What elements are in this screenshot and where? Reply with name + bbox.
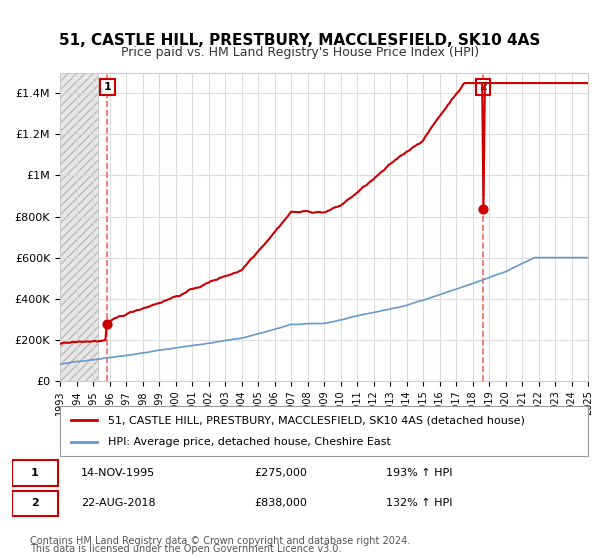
Text: 51, CASTLE HILL, PRESTBURY, MACCLESFIELD, SK10 4AS (detached house): 51, CASTLE HILL, PRESTBURY, MACCLESFIELD… xyxy=(107,415,524,425)
FancyBboxPatch shape xyxy=(12,460,58,486)
Text: 51, CASTLE HILL, PRESTBURY, MACCLESFIELD, SK10 4AS: 51, CASTLE HILL, PRESTBURY, MACCLESFIELD… xyxy=(59,32,541,48)
Bar xyxy=(60,73,98,381)
Text: 2: 2 xyxy=(31,498,39,508)
Text: Price paid vs. HM Land Registry's House Price Index (HPI): Price paid vs. HM Land Registry's House … xyxy=(121,46,479,59)
Text: £838,000: £838,000 xyxy=(254,498,307,508)
Text: 1: 1 xyxy=(103,82,111,92)
FancyBboxPatch shape xyxy=(60,406,588,456)
Point xyxy=(103,320,112,329)
Text: 14-NOV-1995: 14-NOV-1995 xyxy=(81,468,155,478)
Text: HPI: Average price, detached house, Cheshire East: HPI: Average price, detached house, Ches… xyxy=(107,437,391,447)
Text: 193% ↑ HPI: 193% ↑ HPI xyxy=(386,468,453,478)
Text: £275,000: £275,000 xyxy=(254,468,307,478)
Text: 1: 1 xyxy=(31,468,39,478)
Text: This data is licensed under the Open Government Licence v3.0.: This data is licensed under the Open Gov… xyxy=(30,544,341,554)
Text: 2: 2 xyxy=(479,82,487,92)
FancyBboxPatch shape xyxy=(12,491,58,516)
Text: 132% ↑ HPI: 132% ↑ HPI xyxy=(386,498,453,508)
Point xyxy=(478,204,488,213)
Text: 22-AUG-2018: 22-AUG-2018 xyxy=(81,498,156,508)
Text: Contains HM Land Registry data © Crown copyright and database right 2024.: Contains HM Land Registry data © Crown c… xyxy=(30,536,410,546)
